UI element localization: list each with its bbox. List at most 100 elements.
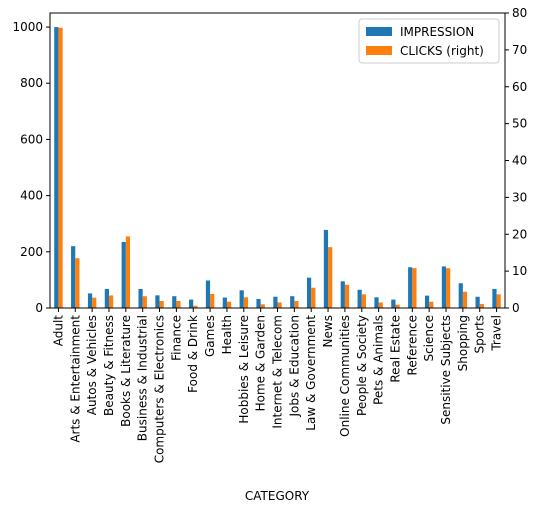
left-axis: 0 200 400 600 800 1000 [12,20,50,315]
clicks-bar-0 [58,27,63,308]
x-tick-label-5: Business & Industrial [136,315,150,441]
impression-bar-10 [222,297,227,308]
clicks-bar-19 [378,302,383,308]
x-tick-label-8: Food & Drink [186,315,200,393]
x-tick-label-7: Finance [169,315,183,361]
clicks-bar-7 [176,300,181,308]
impression-bar-21 [408,267,413,308]
impression-bar-23 [441,266,447,308]
clicks-bar-5 [142,296,147,308]
clicks-bar-22 [429,301,434,308]
clicks-bar-23 [446,268,451,308]
clicks-bar-25 [479,303,484,308]
right-tick-label-6: 60 [512,80,527,94]
x-tick-label-4: Books & Literature [119,315,133,427]
x-tick-label-2: Autos & Vehicles [85,315,99,415]
x-tick-label-24: Shopping [456,315,470,371]
right-tick-label-2: 20 [512,227,527,241]
impression-bar-24 [458,283,463,308]
x-tick-label-9: Games [203,315,217,357]
left-tick-label-5: 1000 [12,20,43,34]
impression-bar-20 [391,299,396,308]
impression-bar-5 [138,288,143,308]
clicks-bar-8 [193,305,198,308]
clicks-bar-6 [159,300,164,308]
x-tick-label-18: People & Society [355,315,369,416]
x-tick-label-12: Home & Garden [254,315,268,411]
clicks-bar-21 [412,268,417,308]
left-tick-label-2: 400 [20,189,43,203]
left-tick-label-4: 800 [20,76,43,90]
clicks-bar-4 [125,236,131,308]
impression-bar-1 [71,246,76,308]
x-tick-label-16: News [321,315,335,347]
clicks-bar-24 [462,291,468,308]
clicks-bar-12 [260,304,265,308]
impression-bar-7 [172,296,177,308]
clicks-bar-9 [210,293,215,308]
impression-bar-6 [155,295,160,308]
impression-bar-16 [323,229,329,308]
x-tick-label-11: Hobbies & Leisure [237,315,251,424]
x-axis-title: CATEGORY [245,489,310,503]
clicks-bar-20 [395,304,400,308]
x-tick-label-25: Sports [473,315,487,353]
clicks-bar-2 [92,297,97,308]
legend-label-0: IMPRESSION [400,25,474,39]
clicks-bar-1 [75,258,80,308]
right-tick-label-0: 0 [512,301,520,315]
x-tick-label-10: Health [220,315,234,354]
impression-bar-3 [104,288,109,308]
impression-bar-4 [121,241,126,308]
impression-bar-18 [357,289,362,308]
right-tick-label-1: 10 [512,264,527,278]
clicks-bar-14 [294,300,299,308]
legend: IMPRESSION CLICKS (right) [358,18,500,64]
x-tick-label-13: Internet & Telecom [271,315,285,429]
clicks-bar-16 [328,247,333,308]
impression-bar-2 [87,293,93,308]
impression-bar-8 [189,299,194,308]
impression-bar-22 [424,295,430,308]
clicks-bar-3 [108,295,114,308]
x-tick-label-20: Real Estate [388,315,402,383]
left-tick-label-3: 600 [20,132,43,146]
right-tick-label-4: 40 [512,154,527,168]
right-axis: 0 10 20 30 40 50 60 70 80 [505,6,527,315]
x-tick-label-26: Travel [490,315,504,352]
x-tick-label-0: Adult [51,315,65,347]
x-tick-label-17: Online Communities [338,315,352,437]
x-tick-label-23: Sensitive Subjects [439,315,453,425]
right-tick-label-8: 80 [512,6,527,20]
clicks-bar-15 [311,287,316,308]
legend-swatch-1 [366,46,392,55]
impression-bar-13 [273,296,278,308]
legend-swatch-0 [366,27,392,36]
x-tick-label-19: Pets & Animals [372,315,386,405]
right-tick-label-3: 30 [512,190,527,204]
impression-bar-14 [290,296,295,308]
clicks-bar-13 [277,302,282,308]
impression-bar-17 [340,281,345,308]
clicks-bar-11 [243,297,249,308]
impression-bar-12 [256,299,261,308]
x-tick-label-1: Arts & Entertainment [68,315,82,443]
impression-bar-26 [492,288,497,308]
clicks-bar-10 [226,301,232,308]
clicks-bar-18 [361,294,366,308]
x-tick-label-6: Computers & Electronics [153,315,167,463]
x-tick-label-21: Reference [405,315,419,375]
impression-bar-9 [205,280,211,308]
right-tick-label-5: 50 [512,117,527,131]
impression-bar-15 [306,277,312,308]
impression-bar-11 [239,290,244,308]
bars-layer [54,27,501,309]
impression-bar-25 [475,296,480,308]
impression-bar-0 [54,27,59,309]
clicks-bar-17 [344,284,350,308]
left-tick-label-0: 0 [35,301,43,315]
impression-bar-19 [374,297,379,308]
x-tick-label-22: Science [422,315,436,362]
left-tick-label-1: 200 [20,245,43,259]
